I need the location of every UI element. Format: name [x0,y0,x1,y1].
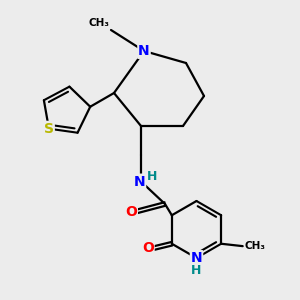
Text: S: S [44,122,54,136]
Text: O: O [125,205,137,218]
Text: N: N [191,251,202,265]
Text: O: O [142,241,154,255]
Text: H: H [191,264,202,277]
Text: CH₃: CH₃ [88,19,110,28]
Text: CH₃: CH₃ [244,241,265,251]
Text: N: N [134,175,145,188]
Text: N: N [138,44,150,58]
Text: H: H [147,170,158,184]
